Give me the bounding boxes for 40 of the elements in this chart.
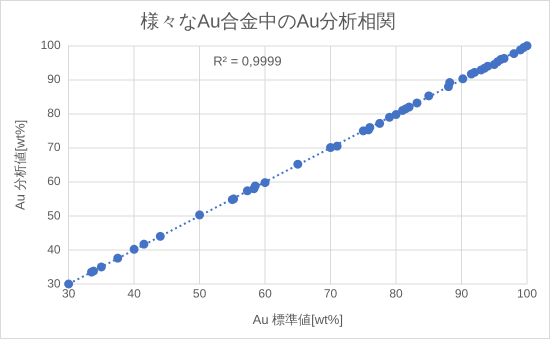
point <box>96 262 106 272</box>
y-tick-label: 50 <box>47 208 61 222</box>
x-tick-label: 50 <box>192 286 207 301</box>
y-tick-label: 70 <box>47 140 61 154</box>
y-tick-label: 60 <box>47 174 61 188</box>
x-tick-label: 70 <box>324 286 338 301</box>
point <box>195 210 204 220</box>
y-tick-label: 100 <box>40 38 61 52</box>
annotation: R² = 0,9999 <box>213 53 282 68</box>
point <box>404 102 414 112</box>
point <box>392 110 401 120</box>
point <box>412 98 422 108</box>
x-tick-label: 80 <box>389 286 404 301</box>
point <box>365 122 374 132</box>
point <box>130 244 139 254</box>
x-tick-label: 90 <box>454 286 469 301</box>
point <box>522 41 532 50</box>
y-tick-label: 40 <box>47 242 61 256</box>
y-tick-label: 30 <box>47 276 61 290</box>
chart-title: 様々なAu合金中のAu分析相関 <box>140 12 396 33</box>
point <box>250 182 260 190</box>
point <box>260 178 270 188</box>
y-tick-label: 80 <box>47 106 61 120</box>
point <box>156 232 165 241</box>
point <box>458 74 468 84</box>
point <box>424 91 434 100</box>
y-tick-label: 90 <box>47 72 61 86</box>
point <box>293 160 302 169</box>
point <box>113 254 122 263</box>
x-tick-label: 40 <box>127 286 142 301</box>
point <box>332 142 342 151</box>
point <box>509 49 518 58</box>
point <box>64 280 74 288</box>
x-tick-label: 60 <box>258 286 272 301</box>
point <box>139 240 148 249</box>
x-tick-label: 100 <box>516 286 538 301</box>
point <box>375 118 384 128</box>
x-tick-label: 30 <box>62 286 76 301</box>
x-axis-title: Au 標準値[wt%] <box>252 312 343 327</box>
y-axis-title: Au 分析値[wt%] <box>12 120 28 210</box>
